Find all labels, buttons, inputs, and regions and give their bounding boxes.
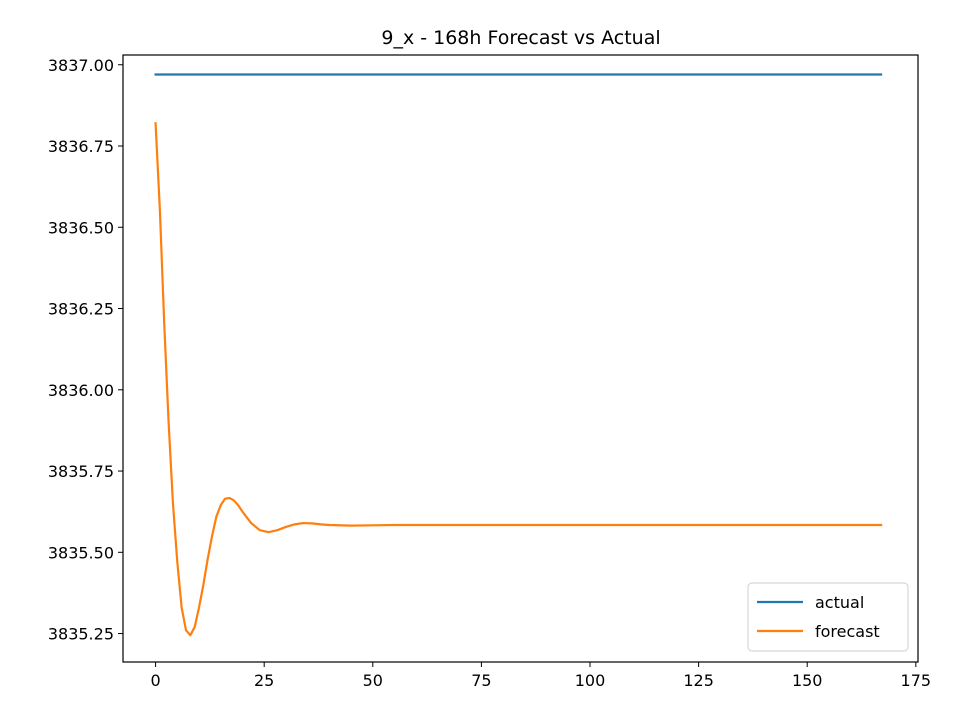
legend-label-actual: actual xyxy=(815,593,864,612)
series-layer xyxy=(154,73,883,637)
axes-frame xyxy=(122,54,919,663)
series-line-forecast xyxy=(154,122,883,637)
x-tick-label: 75 xyxy=(471,671,491,690)
x-tick-label: 150 xyxy=(792,671,823,690)
legend-box xyxy=(747,582,909,652)
plot-area xyxy=(122,54,919,663)
x-tick-label: 25 xyxy=(254,671,274,690)
y-tick-label: 3837.00 xyxy=(48,56,114,75)
x-tick-label: 50 xyxy=(363,671,383,690)
x-tick-label: 0 xyxy=(150,671,160,690)
x-tick-label: 125 xyxy=(683,671,714,690)
legend-label-forecast: forecast xyxy=(815,622,880,641)
y-tick-label: 3836.00 xyxy=(48,381,114,400)
chart-title: 9_x - 168h Forecast vs Actual xyxy=(381,27,660,49)
y-tick-label: 3836.50 xyxy=(48,218,114,237)
y-tick-label: 3836.25 xyxy=(48,300,114,319)
x-axis: 0 25 50 75 100 125 150 175 xyxy=(150,662,931,690)
y-tick-label: 3835.25 xyxy=(48,625,114,644)
y-tick-label: 3835.75 xyxy=(48,462,114,481)
y-tick-label: 3836.75 xyxy=(48,137,114,156)
legend: actual forecast xyxy=(747,582,909,652)
x-tick-label: 175 xyxy=(901,671,932,690)
y-axis: 3835.25 3835.50 3835.75 3836.00 3836.25 3836.… xyxy=(48,56,123,644)
x-tick-label: 100 xyxy=(575,671,606,690)
y-tick-label: 3835.50 xyxy=(48,543,114,562)
